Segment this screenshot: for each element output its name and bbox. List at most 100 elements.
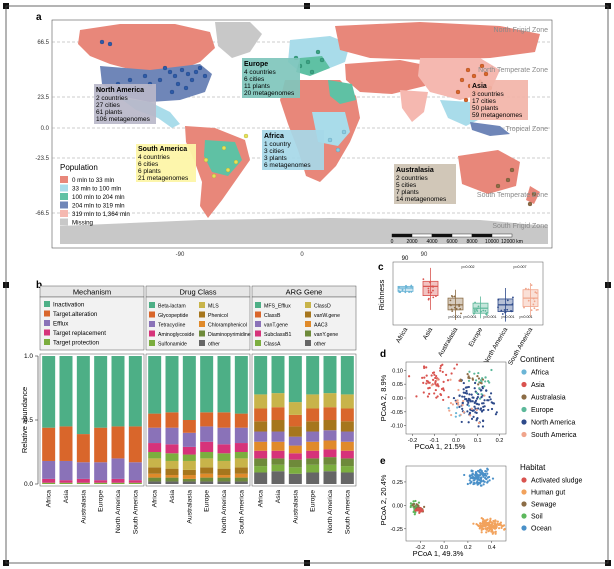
- bar-category-label: Asia: [169, 490, 176, 503]
- svg-text:3 countries: 3 countries: [472, 91, 505, 98]
- box-point: [449, 299, 452, 302]
- stacked-bar-segment: [165, 356, 179, 413]
- stacked-bar-segment: [217, 427, 231, 445]
- stacked-bar-segment: [340, 450, 354, 459]
- scatter-point: [470, 417, 474, 420]
- scatter-ytick-label: -0.25: [390, 527, 403, 533]
- panel-c-top-tick: 90: [402, 256, 409, 262]
- zone-label-north-temperate: North Temperate Zone: [478, 67, 548, 74]
- stacked-bar-segment: [200, 356, 214, 413]
- region-box-asia: Asia 3 countries 17 cities 50 plants 59 …: [470, 80, 528, 120]
- stacked-bar-segment: [217, 460, 231, 469]
- scatter-legend-dot: [521, 477, 527, 483]
- stacked-bar-segment: [148, 481, 162, 484]
- box-point: [497, 298, 500, 301]
- bar-category-label: Australasia: [186, 490, 193, 524]
- box-point: [473, 309, 476, 311]
- population-legend-label: 33 mln to 100 mln: [72, 186, 122, 193]
- scatter-point: [480, 522, 484, 525]
- stacked-bar-segment: [254, 441, 268, 451]
- box-point: [527, 299, 530, 302]
- scatter-point: [425, 382, 428, 385]
- russia-shape: [335, 22, 540, 60]
- scatter-point: [473, 482, 476, 485]
- brazil-shape: [204, 140, 242, 176]
- stacked-bar-segment: [76, 478, 90, 483]
- scatter-point: [479, 408, 482, 411]
- svg-text:North America: North America: [96, 87, 144, 94]
- scatter-point: [412, 500, 415, 503]
- map-scale-bar: 0 2000 4000 6000 8000 10000 12000 km: [391, 233, 523, 245]
- scatter-point: [442, 387, 445, 390]
- zone-label-south-temperate: South Temperate Zone: [477, 192, 548, 199]
- facet-legend-swatch: [44, 320, 50, 326]
- sample-points-south-america: [203, 133, 249, 179]
- scatter-legend-label: Europe: [531, 407, 554, 414]
- sample-points-africa: [327, 129, 347, 153]
- box-point: [427, 291, 430, 294]
- stacked-bar-segment: [165, 475, 179, 478]
- facet-legend-swatch: [44, 301, 50, 307]
- scatter-point: [479, 522, 482, 525]
- facet-legend-swatch: [305, 321, 311, 327]
- stacked-bar-segment: [165, 412, 179, 428]
- scatter-legend-dot: [521, 525, 527, 531]
- scatter-point: [462, 410, 465, 414]
- p-value-label: p=0.002: [461, 265, 474, 269]
- scatter-point: [417, 501, 421, 504]
- scatter-point: [415, 395, 418, 398]
- scatter-point: [486, 480, 489, 483]
- scatter-point: [484, 380, 487, 383]
- stacked-bar-segment: [111, 458, 125, 479]
- scatter-point: [491, 528, 494, 532]
- scatter-point: [433, 392, 436, 395]
- stacked-bar-segment: [306, 464, 320, 473]
- stacked-bar-segment: [200, 473, 214, 478]
- greenland-shape: [215, 22, 262, 58]
- scatter-point: [486, 472, 489, 475]
- scatter-point: [473, 387, 476, 390]
- box-point: [482, 309, 485, 312]
- scatter-ytick-label: -0.05: [390, 410, 403, 416]
- stacked-bar-segment: [323, 393, 337, 408]
- panel-e-legend-title: Habitat: [520, 463, 546, 472]
- scatter-point: [462, 391, 465, 394]
- scatter-point: [502, 524, 506, 527]
- scatter-point: [434, 388, 437, 392]
- scatter-ytick-label: 0.10: [392, 368, 403, 374]
- scatter-point: [481, 517, 485, 521]
- scale-bar-segment: [471, 233, 493, 238]
- scatter-point: [426, 395, 430, 398]
- scale-bar-segment: [391, 233, 413, 238]
- facet-legend-label: Glycopeptide: [158, 313, 188, 319]
- p-value-label: p<0.001: [519, 315, 532, 319]
- scatter-point: [456, 399, 459, 402]
- scatter-point: [459, 378, 462, 381]
- scatter-point: [478, 527, 481, 530]
- svg-text:59 metagenomes: 59 metagenomes: [472, 112, 523, 119]
- scatter-point: [487, 379, 490, 383]
- scatter-point: [425, 366, 428, 369]
- bar-category-label: Europe: [310, 490, 317, 512]
- scatter-point: [439, 369, 442, 372]
- scatter-point: [416, 504, 419, 507]
- box-category-label: Europe: [468, 326, 485, 348]
- scatter-point: [485, 474, 488, 477]
- facet-title: Mechanism: [73, 288, 111, 297]
- svg-text:Africa: Africa: [264, 133, 284, 140]
- facet-legend-label: vanY.gene: [314, 332, 338, 338]
- zone-label-north-frigid: North Frigid Zone: [494, 27, 549, 34]
- stacked-bar-segment: [254, 472, 268, 484]
- scatter-point: [480, 469, 483, 473]
- scatter-xtick-label: 0.2: [496, 438, 504, 444]
- stacked-bar-segment: [323, 457, 337, 465]
- scatter-point: [479, 473, 482, 476]
- scatter-point: [488, 479, 491, 482]
- scatter-point: [486, 527, 490, 530]
- scatter-point: [419, 507, 422, 510]
- panel-d-label: d: [380, 349, 386, 360]
- region-box-africa: Africa 1 country 3 cities 3 plants 6 met…: [262, 130, 324, 170]
- stacked-bar-segment: [234, 458, 248, 468]
- stacked-bar-segment: [234, 413, 248, 428]
- stacked-bar-segment: [323, 430, 337, 441]
